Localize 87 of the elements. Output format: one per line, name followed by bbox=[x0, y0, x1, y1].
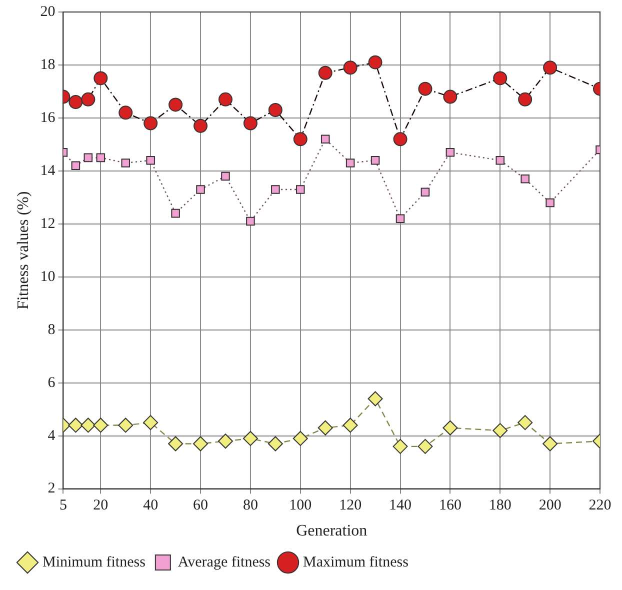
point bbox=[442, 420, 458, 436]
point bbox=[342, 418, 358, 433]
point bbox=[144, 116, 158, 130]
x-tick-label: 20 bbox=[93, 498, 108, 514]
y-tick-label: 14 bbox=[40, 162, 56, 179]
y-tick-label: 4 bbox=[48, 428, 56, 444]
point bbox=[318, 66, 332, 80]
y-tick-label: 20 bbox=[40, 4, 56, 20]
x-tick-label: 180 bbox=[488, 498, 512, 514]
point bbox=[420, 188, 430, 197]
point bbox=[68, 418, 84, 433]
point bbox=[143, 415, 158, 430]
x-tick-label: 220 bbox=[588, 498, 612, 514]
point bbox=[218, 434, 233, 449]
point bbox=[271, 185, 280, 194]
x-tick-label: 200 bbox=[538, 498, 562, 514]
point bbox=[121, 158, 130, 168]
x-tick-label: 80 bbox=[242, 498, 258, 514]
point bbox=[268, 436, 283, 452]
point bbox=[171, 208, 180, 218]
y-tick-label: 12 bbox=[40, 216, 56, 232]
point bbox=[368, 55, 382, 70]
point bbox=[493, 71, 508, 86]
x-tick-label: 100 bbox=[289, 498, 312, 514]
point bbox=[193, 436, 208, 452]
point bbox=[346, 158, 355, 168]
y-axis-title: Fitness values (%) bbox=[14, 191, 32, 310]
point bbox=[518, 415, 533, 430]
x-axis-title: Generation bbox=[296, 522, 368, 540]
point bbox=[393, 132, 408, 146]
point bbox=[392, 438, 408, 454]
legend-label: Maximum fitness bbox=[303, 554, 409, 570]
point bbox=[296, 185, 305, 194]
point bbox=[221, 172, 230, 181]
legend-label: Average fitness bbox=[178, 554, 271, 570]
point bbox=[196, 185, 205, 194]
point bbox=[318, 420, 333, 436]
y-tick-label: 18 bbox=[40, 56, 56, 73]
point bbox=[194, 118, 208, 133]
point bbox=[80, 418, 96, 433]
point bbox=[446, 148, 455, 157]
point bbox=[542, 436, 558, 452]
point bbox=[96, 153, 106, 162]
point bbox=[418, 82, 432, 96]
point bbox=[443, 90, 458, 104]
point bbox=[343, 60, 358, 75]
point bbox=[218, 92, 232, 106]
point bbox=[168, 436, 184, 452]
point bbox=[546, 198, 554, 208]
point bbox=[520, 174, 530, 184]
point bbox=[492, 423, 508, 438]
x-tick-label: 120 bbox=[339, 498, 362, 514]
point bbox=[292, 430, 308, 446]
point bbox=[168, 98, 183, 112]
point bbox=[368, 391, 383, 406]
point bbox=[418, 438, 433, 454]
x-tick-label: 5 bbox=[59, 498, 67, 514]
point bbox=[94, 71, 108, 86]
point bbox=[268, 103, 282, 118]
x-tick-label: 60 bbox=[193, 498, 208, 514]
y-tick-label: 6 bbox=[48, 374, 56, 391]
x-tick-label: 140 bbox=[389, 498, 412, 514]
point bbox=[370, 156, 380, 165]
point bbox=[242, 430, 258, 446]
point bbox=[246, 216, 255, 226]
point bbox=[543, 60, 558, 75]
point bbox=[81, 92, 96, 106]
point bbox=[320, 134, 330, 144]
point bbox=[243, 116, 258, 130]
point bbox=[84, 153, 93, 162]
point bbox=[118, 418, 134, 433]
point bbox=[118, 106, 133, 120]
x-tick-label: 40 bbox=[143, 498, 158, 514]
point bbox=[396, 214, 405, 224]
x-tick-label: 160 bbox=[438, 498, 462, 514]
point bbox=[93, 418, 108, 433]
point bbox=[71, 161, 80, 170]
y-tick-label: 2 bbox=[48, 480, 56, 497]
point bbox=[518, 92, 532, 106]
point bbox=[496, 156, 505, 165]
y-tick-label: 8 bbox=[48, 322, 56, 338]
y-tick-label: 16 bbox=[40, 110, 56, 126]
point bbox=[146, 156, 155, 165]
point bbox=[68, 95, 83, 110]
point bbox=[293, 132, 308, 146]
y-tick-label: 10 bbox=[40, 268, 56, 285]
legend-label: Minimum fitness bbox=[42, 554, 146, 570]
